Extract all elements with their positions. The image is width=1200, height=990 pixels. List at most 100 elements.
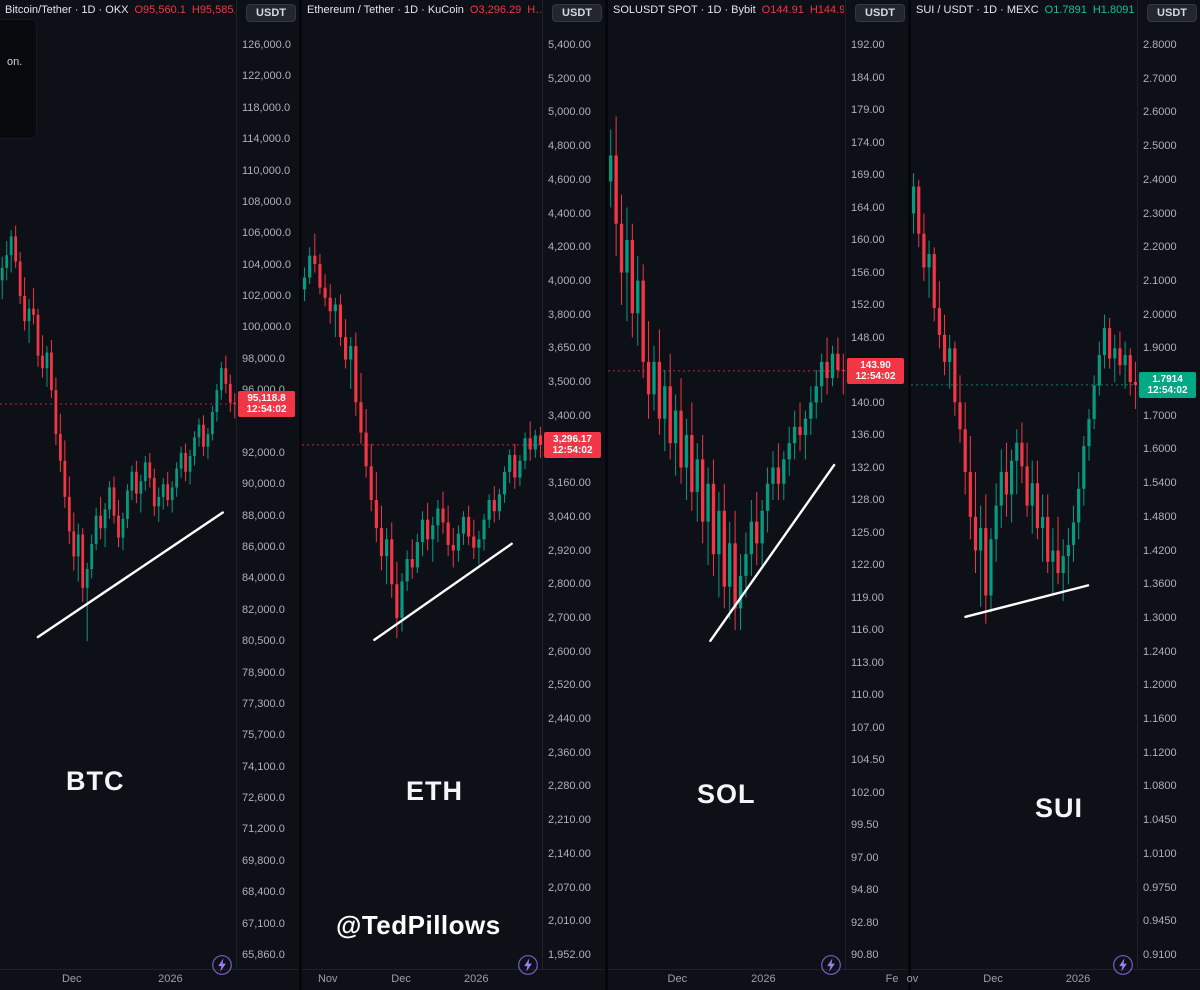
sui-time-axis[interactable]: ov Dec 2026 bbox=[907, 969, 1200, 990]
candle-body bbox=[999, 471, 1003, 506]
last-price-value: 3,296.17 bbox=[553, 433, 592, 445]
candle-body bbox=[135, 471, 138, 494]
candle-body bbox=[130, 471, 134, 491]
candle-body bbox=[41, 355, 44, 369]
last-price-value: 1.7914 bbox=[1152, 373, 1183, 385]
candle-body bbox=[9, 236, 13, 256]
candle-body bbox=[395, 584, 399, 618]
symbol-title[interactable]: Bitcoin/Tether · 1D · OKX bbox=[5, 4, 129, 16]
eth-symbol-header[interactable]: Ethereum / Tether · 1D · KuCoin O3,296.29… bbox=[307, 4, 541, 16]
candle-body bbox=[722, 510, 726, 587]
btc-candlestick-chart[interactable] bbox=[0, 0, 237, 970]
last-price-value: 95,118.8 bbox=[247, 392, 286, 404]
trendline[interactable] bbox=[373, 542, 513, 642]
price-tick-label: 1.4800 bbox=[1143, 510, 1177, 523]
candle-body bbox=[426, 519, 430, 540]
candle-body bbox=[143, 462, 147, 482]
currency-toggle-button[interactable]: USDT bbox=[1147, 4, 1197, 22]
price-tick-label: 1.2400 bbox=[1143, 645, 1177, 658]
sui-price-axis[interactable]: 2.8000 2.7000 2.6000 2.5000 2.4000 2.3000 2.20… bbox=[1137, 0, 1200, 970]
symbol-title[interactable]: SOLUSDT SPOT · 1D · Bybit bbox=[613, 4, 756, 16]
candle-body bbox=[728, 543, 732, 587]
time-tick-label: Nov bbox=[317, 973, 338, 985]
symbol-title[interactable]: Ethereum / Tether · 1D · KuCoin bbox=[307, 4, 464, 16]
candle-body bbox=[809, 402, 813, 419]
price-tick-label: 156.00 bbox=[851, 266, 885, 279]
candle-body bbox=[798, 426, 802, 435]
candle-body bbox=[224, 368, 228, 384]
candle-body bbox=[23, 296, 26, 322]
sol-symbol-header[interactable]: SOLUSDT SPOT · 1D · BybitO144.91H144.99L… bbox=[613, 4, 844, 16]
context-menu-fragment[interactable]: on. bbox=[0, 20, 36, 138]
candle-body bbox=[695, 459, 699, 492]
currency-toggle-button[interactable]: USDT bbox=[552, 4, 602, 22]
candle-body bbox=[385, 539, 389, 557]
candle-body bbox=[390, 539, 394, 585]
btc-time-axis[interactable]: Dec 2026 bbox=[0, 969, 299, 990]
candle-body bbox=[690, 435, 694, 492]
chart-panel-btc: 126,000.0 122,000.0 118,000.0 114,000.0 110,… bbox=[0, 0, 302, 990]
candle-body bbox=[958, 402, 962, 430]
price-tick-label: 3,650.00 bbox=[548, 342, 591, 355]
price-tick-label: 160.00 bbox=[851, 234, 885, 246]
eth-price-axis[interactable]: 5,400.00 5,200.00 5,000.00 4,800.00 4,600.00… bbox=[542, 0, 605, 970]
price-tick-label: 110.00 bbox=[851, 689, 884, 701]
candle-body bbox=[1097, 355, 1101, 386]
price-tick-label: 2.7000 bbox=[1143, 72, 1177, 85]
price-tick-label: 1,952.00 bbox=[548, 949, 591, 961]
candle-body bbox=[657, 361, 662, 419]
candle-body bbox=[112, 487, 116, 516]
price-tick-label: 92.80 bbox=[851, 916, 879, 929]
candle-body bbox=[803, 418, 808, 435]
price-tick-label: 125.00 bbox=[851, 526, 885, 539]
lightning-boost-icon[interactable] bbox=[517, 954, 539, 976]
candle-body bbox=[765, 483, 770, 511]
price-tick-label: 84,000.0 bbox=[242, 572, 285, 585]
candle-body bbox=[711, 483, 716, 555]
sui-candlestick-chart[interactable] bbox=[911, 0, 1138, 970]
candle-body bbox=[1071, 522, 1076, 545]
ticker-label-sui: SUI bbox=[1035, 793, 1084, 823]
candle-body bbox=[528, 438, 532, 450]
eth-time-axis[interactable]: Nov Dec 2026 bbox=[302, 969, 605, 990]
currency-toggle-button[interactable]: USDT bbox=[855, 4, 905, 22]
candle-body bbox=[415, 542, 419, 568]
price-tick-label: 100,000.0 bbox=[242, 321, 291, 334]
eth-candlestick-chart[interactable] bbox=[302, 0, 543, 970]
candle-body bbox=[374, 500, 378, 529]
candle-body bbox=[63, 460, 67, 497]
btc-symbol-header[interactable]: Bitcoin/Tether · 1D · OKX O95,560.1 H95,58… bbox=[5, 4, 235, 16]
candle-body bbox=[170, 487, 174, 500]
price-tick-label: 2.3000 bbox=[1143, 207, 1177, 220]
last-price-value: 143.90 bbox=[860, 359, 891, 371]
currency-toggle-button[interactable]: USDT bbox=[246, 4, 296, 22]
sol-candlestick-chart[interactable] bbox=[608, 0, 846, 970]
candle-body bbox=[1108, 328, 1112, 359]
candle-body bbox=[749, 521, 754, 555]
candle-body bbox=[152, 478, 156, 507]
trendline[interactable] bbox=[36, 511, 224, 639]
symbol-title[interactable]: SUI / USDT · 1D · MEXC bbox=[916, 4, 1039, 16]
candle-body bbox=[27, 308, 31, 322]
lightning-boost-icon[interactable] bbox=[211, 954, 233, 976]
candle-body bbox=[343, 337, 348, 360]
candle-body bbox=[1010, 460, 1014, 495]
sui-symbol-header[interactable]: SUI / USDT · 1D · MEXCO1.7891H1.8091L… bbox=[916, 4, 1136, 16]
candle-body bbox=[508, 455, 512, 472]
trendline[interactable] bbox=[709, 463, 836, 643]
candle-body bbox=[349, 346, 353, 360]
price-tick-label: 2.1000 bbox=[1143, 274, 1177, 287]
sol-price-axis[interactable]: 192.00 184.00 179.00 174.00 169.00 164.00 160.… bbox=[845, 0, 908, 970]
sol-time-axis[interactable]: Dec 2026 Fe bbox=[608, 969, 908, 990]
lightning-boost-icon[interactable] bbox=[1112, 954, 1134, 976]
btc-price-axis[interactable]: 126,000.0 122,000.0 118,000.0 114,000.0 110,… bbox=[236, 0, 299, 970]
candle-body bbox=[161, 484, 165, 497]
trendline[interactable] bbox=[964, 584, 1090, 619]
price-tick-label: 65,860.0 bbox=[242, 949, 285, 961]
candle-body bbox=[85, 569, 89, 588]
price-tick-label: 4,200.00 bbox=[548, 241, 591, 254]
lightning-boost-icon[interactable] bbox=[820, 954, 842, 976]
candle-body bbox=[219, 368, 223, 391]
